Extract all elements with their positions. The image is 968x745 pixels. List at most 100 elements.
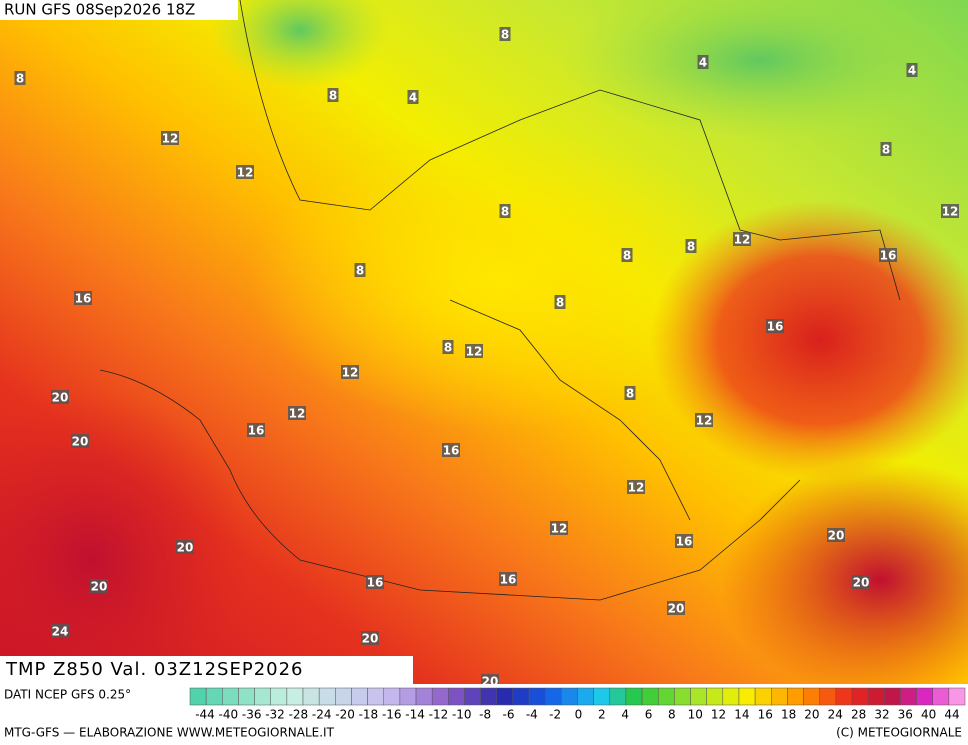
contour-label-box (621, 248, 633, 262)
legend-swatch (884, 687, 901, 706)
contour-label-box (327, 88, 339, 102)
contour-label: 12 (289, 407, 306, 421)
contour-label: 12 (696, 414, 713, 428)
contour-label: 20 (177, 541, 194, 555)
contour-label-box (941, 204, 959, 218)
legend-swatch (674, 687, 691, 706)
map (0, 0, 968, 730)
legend-swatch (383, 687, 401, 706)
legend-label: -16 (382, 708, 402, 722)
legend-label: 2 (598, 708, 606, 722)
contour-labels: 8 8 4 8 4 4 12 12 8 8 12 8 8 8 12 16 16 8 16 8 12 12 20 8 12 16 12… (14, 27, 959, 689)
contour-label: 12 (551, 522, 568, 536)
contour-label-box (161, 131, 179, 145)
legend-swatch (932, 687, 950, 706)
contour-label-box (71, 434, 89, 448)
legend-swatch (609, 687, 627, 706)
contour-label: 16 (880, 249, 897, 263)
contour-label-box (852, 575, 870, 589)
legend-swatch (480, 687, 498, 706)
contour-label-box (554, 295, 566, 309)
legend-label: -32 (265, 708, 285, 722)
legend-swatch (787, 687, 804, 706)
legend-label: -12 (429, 708, 449, 722)
contour-label-box (695, 413, 713, 427)
contour-label: 12 (628, 481, 645, 495)
legend-swatch (415, 687, 433, 706)
footer-left: MTG-GFS — ELABORAZIONE WWW.METEOGIORNALE… (4, 726, 335, 740)
contour-label-box (354, 263, 366, 277)
legend-label: -10 (452, 708, 472, 722)
contour-label: 8 (501, 28, 509, 42)
contour-label-box (550, 521, 568, 535)
legend-swatch (286, 687, 304, 706)
contour-label-box (733, 232, 751, 246)
legend-label: -18 (359, 708, 379, 722)
contour-label: 20 (362, 632, 379, 646)
legend-swatch (819, 687, 837, 706)
contour-label: 8 (16, 72, 24, 86)
contour-label-box (906, 63, 918, 77)
legend-swatch (916, 687, 933, 706)
contour-label-box (176, 540, 194, 554)
legend-label: -28 (289, 708, 309, 722)
contour-label: 12 (734, 233, 751, 247)
contour-label: 8 (356, 264, 364, 278)
color-legend: -44 -40 -36 -32 -28 -24 -20 -18 -16 -14 -12 -10 -8 -6… (189, 687, 966, 722)
legend-swatch (641, 687, 659, 706)
legend-swatch (948, 687, 966, 706)
contour-label-box (90, 579, 108, 593)
legend-swatch (335, 687, 352, 706)
contour-label-box (74, 291, 92, 305)
legend-swatch (544, 687, 562, 706)
legend-swatch (690, 687, 707, 706)
footer-right: (C) METEOGIORNALE (836, 726, 962, 740)
title-box (0, 656, 413, 684)
contour-label: 8 (501, 205, 509, 219)
contour-label-box (827, 528, 845, 542)
contour-label: 4 (699, 56, 707, 70)
contour-label-box (51, 390, 69, 404)
legend-swatch (577, 687, 594, 706)
contour-label-box (879, 248, 897, 262)
legend-swatch (625, 687, 643, 706)
legend-label: 14 (734, 708, 749, 722)
legend-label: 28 (851, 708, 866, 722)
contour-label: 16 (443, 444, 460, 458)
contour-label-box (407, 90, 419, 104)
contour-label-box (14, 71, 26, 85)
legend-swatch (771, 687, 788, 706)
map-title: TMP Z850 Val. 03Z12SEP2026 (5, 659, 304, 680)
legend-swatch (803, 687, 820, 706)
legend-label: 20 (804, 708, 819, 722)
legend-swatch (270, 687, 288, 706)
contour-label-box (766, 319, 784, 333)
contour-label: 16 (500, 573, 517, 587)
contour-label-box (697, 55, 709, 69)
contour-label-box (366, 575, 384, 589)
contour-label: 8 (882, 143, 890, 157)
legend-label: -4 (526, 708, 538, 722)
contour-label-box (499, 204, 511, 218)
legend-label: -24 (312, 708, 332, 722)
legend-swatch (512, 687, 530, 706)
legend-label: -40 (219, 708, 239, 722)
contour-label: 16 (248, 424, 265, 438)
legend-label: 0 (575, 708, 583, 722)
contour-label-box (361, 631, 379, 645)
contour-label: 8 (687, 240, 695, 254)
legend-swatch (222, 687, 239, 706)
run-box (0, 0, 238, 20)
contour-label-box (499, 27, 511, 41)
contour-label-box (667, 601, 685, 615)
legend-swatch (496, 687, 514, 706)
legend-swatch (189, 687, 207, 706)
legend-label: -20 (335, 708, 355, 722)
legend-swatch (431, 687, 449, 706)
legend-swatch (302, 687, 320, 706)
legend-swatch (448, 687, 465, 706)
legend-label: -6 (502, 708, 514, 722)
legend-label: 44 (944, 708, 959, 722)
legend-swatch (561, 687, 578, 706)
